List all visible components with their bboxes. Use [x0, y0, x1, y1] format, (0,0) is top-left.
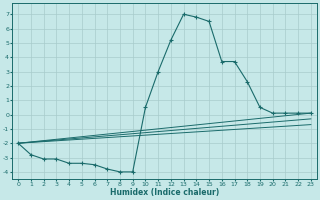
X-axis label: Humidex (Indice chaleur): Humidex (Indice chaleur) [110, 188, 219, 197]
